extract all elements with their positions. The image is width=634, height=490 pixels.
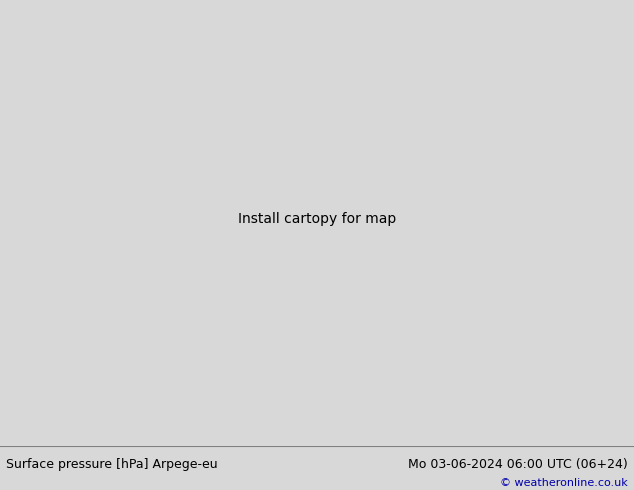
Text: © weatheronline.co.uk: © weatheronline.co.uk [500, 478, 628, 488]
Text: Install cartopy for map: Install cartopy for map [238, 212, 396, 226]
Text: Surface pressure [hPa] Arpege-eu: Surface pressure [hPa] Arpege-eu [6, 458, 218, 471]
Text: Mo 03-06-2024 06:00 UTC (06+24): Mo 03-06-2024 06:00 UTC (06+24) [408, 458, 628, 471]
